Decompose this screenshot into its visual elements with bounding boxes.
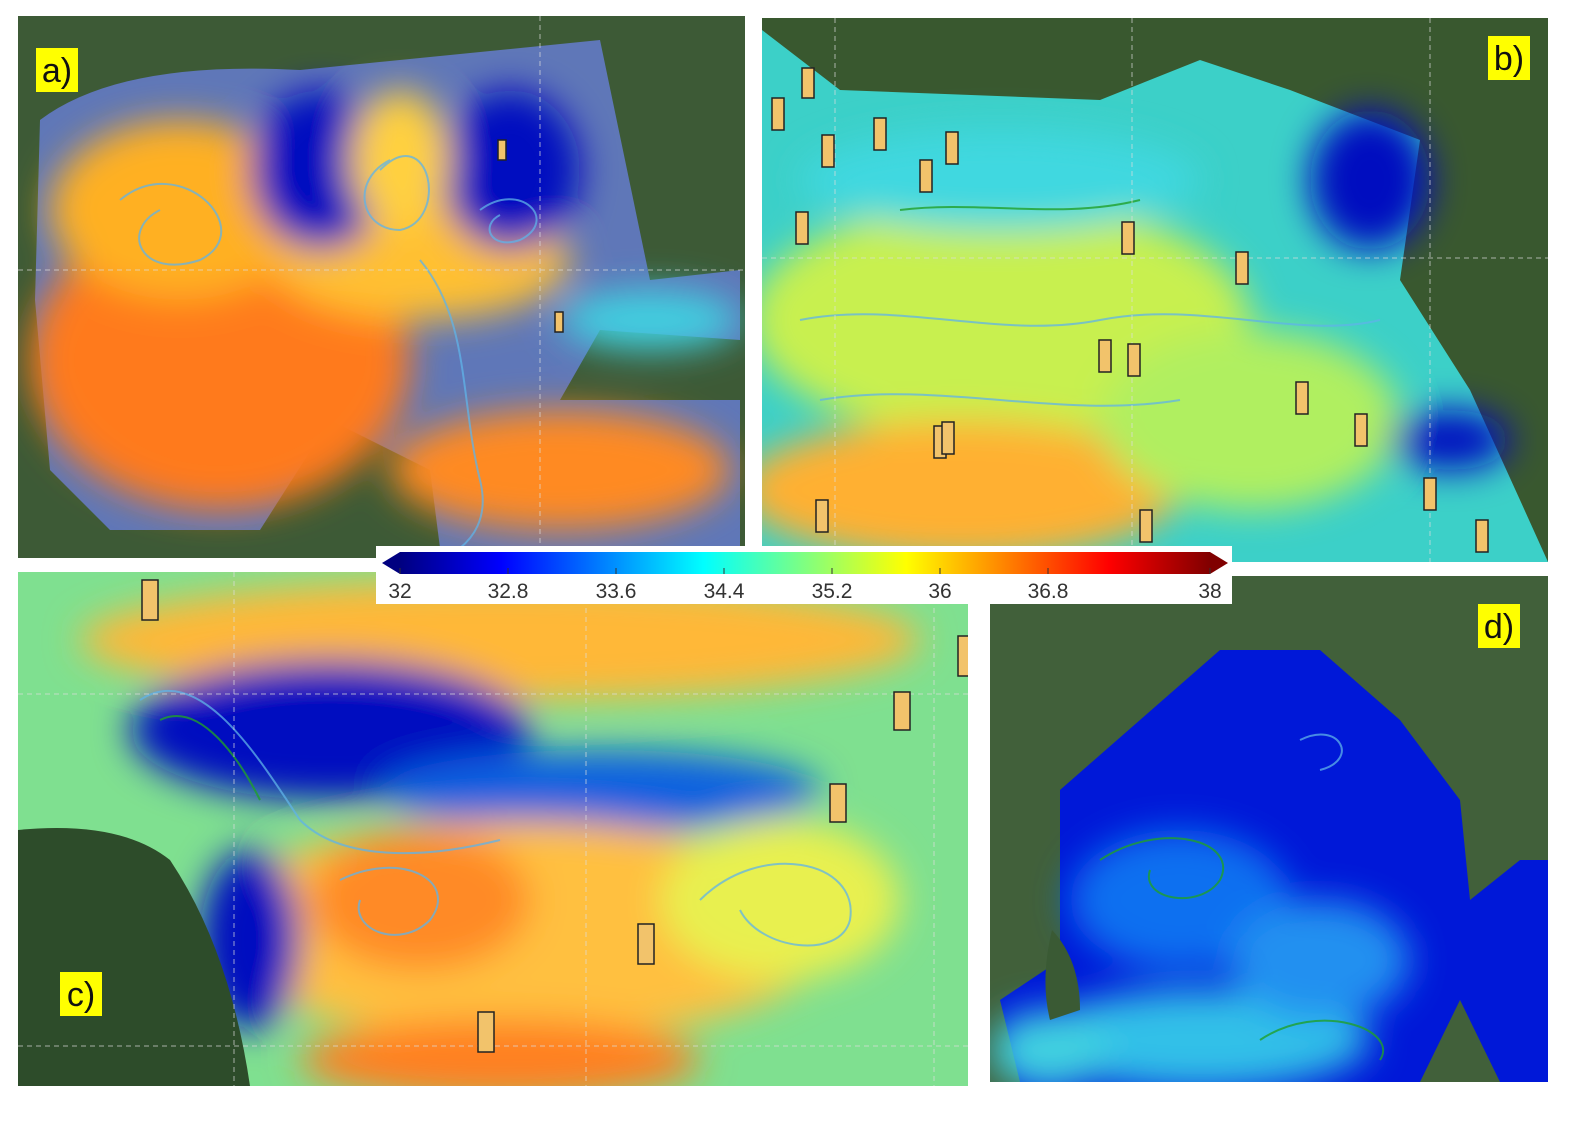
- panel-label: b): [1494, 40, 1524, 78]
- panel-label: a): [42, 52, 72, 90]
- panel-c: [18, 572, 968, 1086]
- colorbar-extend-high: [1210, 552, 1228, 574]
- tick-label: 38: [1198, 580, 1221, 603]
- panel-d: [990, 576, 1548, 1082]
- tick-label: 36.8: [1028, 580, 1069, 603]
- panel-labels: a) b) c) d): [36, 36, 1530, 1016]
- colorbar-bar: [400, 552, 1210, 574]
- tick-label: 33.6: [596, 580, 637, 603]
- colorbar: 32 32.8 33.6 34.4 35.2 36 36.8 38: [376, 546, 1232, 604]
- panel-label: c): [67, 976, 95, 1014]
- label-box: [1478, 604, 1520, 648]
- label-box: [60, 972, 102, 1016]
- panel-a: [18, 16, 745, 558]
- tick-label: 34.4: [704, 580, 745, 603]
- label-box: [1488, 36, 1530, 80]
- tick-label: 32: [388, 580, 411, 603]
- panel-b: [762, 18, 1548, 562]
- tick-label: 36: [928, 580, 951, 603]
- tick-label: 32.8: [488, 580, 529, 603]
- panel-label: d): [1484, 608, 1514, 646]
- tick-label: 35.2: [812, 580, 853, 603]
- colorbar-extend-low: [382, 552, 400, 574]
- label-box: [36, 48, 78, 92]
